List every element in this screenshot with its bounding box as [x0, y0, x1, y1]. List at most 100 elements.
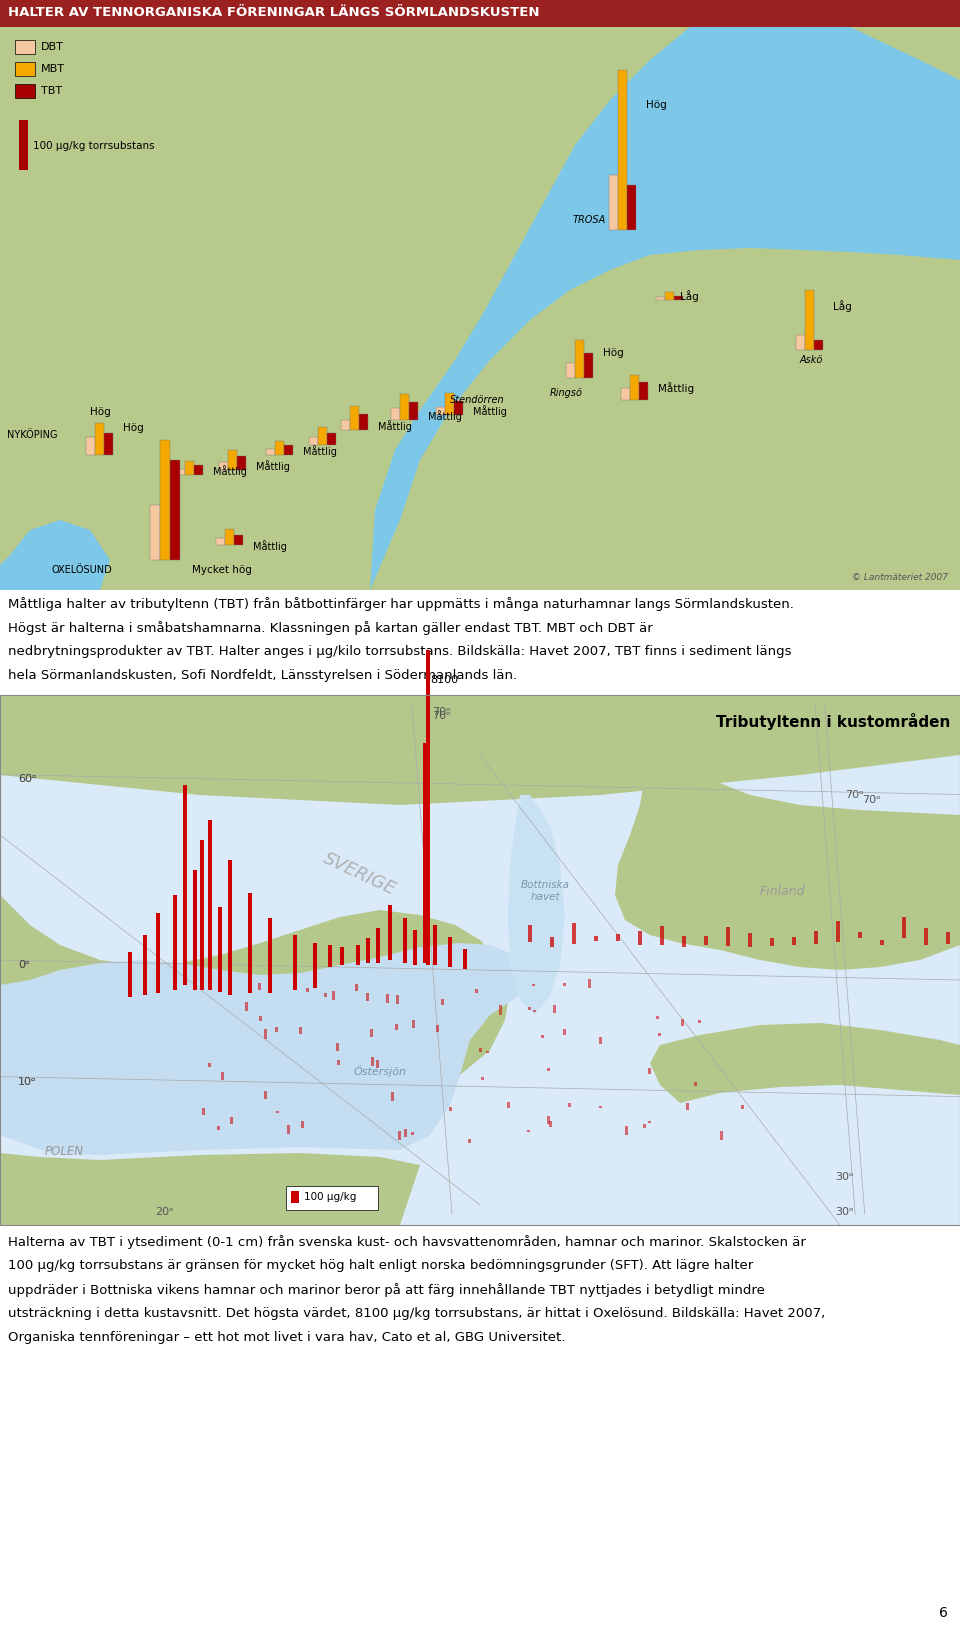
Bar: [276, 1027, 278, 1032]
Text: Hög: Hög: [90, 407, 110, 417]
Text: Finland: Finland: [760, 886, 805, 899]
Bar: [657, 1015, 660, 1019]
Bar: [674, 296, 683, 301]
Text: 30ᵒ: 30ᵒ: [835, 1208, 853, 1217]
Bar: [366, 992, 369, 1001]
Bar: [293, 935, 297, 991]
Bar: [575, 340, 584, 378]
Bar: [924, 928, 928, 945]
Bar: [433, 925, 437, 964]
Text: 10ᵒ: 10ᵒ: [18, 1076, 36, 1086]
Bar: [627, 186, 636, 230]
Bar: [423, 743, 427, 963]
Text: Måttlig: Måttlig: [213, 465, 247, 476]
Bar: [370, 1029, 372, 1037]
Text: 30ᵒ: 30ᵒ: [835, 1171, 853, 1181]
Bar: [266, 449, 275, 455]
Bar: [258, 983, 261, 991]
Bar: [306, 987, 309, 992]
Text: Ringsö: Ringsö: [550, 388, 583, 398]
Bar: [621, 388, 630, 399]
Text: Måttlig: Måttlig: [253, 541, 287, 552]
Bar: [313, 943, 317, 987]
Text: Hög: Hög: [123, 422, 144, 434]
Text: 0ᵒ: 0ᵒ: [18, 960, 30, 969]
Text: nedbrytningsprodukter av TBT. Halter anges i µg/kilo torrsubstans. Bildskälla: H: nedbrytningsprodukter av TBT. Halter ang…: [8, 646, 791, 657]
Bar: [128, 951, 132, 997]
Bar: [268, 918, 272, 992]
Bar: [228, 450, 237, 470]
Bar: [599, 1037, 602, 1043]
Text: 20ᵒ: 20ᵒ: [155, 1208, 174, 1217]
Bar: [814, 340, 823, 350]
Bar: [454, 401, 463, 416]
Bar: [200, 840, 204, 991]
Bar: [413, 930, 417, 964]
Bar: [156, 914, 160, 992]
Bar: [202, 1107, 204, 1116]
Bar: [468, 1139, 470, 1142]
Text: Stendörren: Stendörren: [450, 394, 505, 406]
Polygon shape: [750, 26, 960, 81]
Bar: [404, 1129, 407, 1137]
Bar: [0, 695, 960, 1226]
Bar: [681, 1019, 684, 1027]
Text: 60ᵒ: 60ᵒ: [18, 774, 36, 784]
Bar: [588, 979, 591, 989]
Bar: [805, 291, 814, 350]
Bar: [245, 1002, 248, 1010]
Bar: [218, 907, 222, 992]
Bar: [208, 820, 212, 991]
Bar: [625, 1125, 628, 1135]
Bar: [656, 297, 665, 301]
Bar: [386, 994, 389, 1004]
Bar: [207, 1063, 210, 1066]
Polygon shape: [508, 795, 565, 1015]
Bar: [541, 1035, 544, 1038]
Bar: [194, 465, 203, 475]
Text: 70ᵒ: 70ᵒ: [862, 795, 880, 805]
Text: Hög: Hög: [646, 100, 667, 110]
Text: Bottniska
havet: Bottniska havet: [520, 881, 569, 902]
Bar: [15, 84, 35, 99]
Text: Måttlig: Måttlig: [428, 411, 462, 422]
Bar: [507, 1102, 510, 1109]
Bar: [441, 999, 444, 1004]
Bar: [682, 937, 686, 946]
Text: Låg: Låg: [680, 291, 699, 302]
Bar: [528, 1007, 531, 1010]
Polygon shape: [0, 943, 540, 1155]
Text: Måttlig: Måttlig: [256, 460, 290, 472]
Bar: [411, 1132, 414, 1135]
Bar: [318, 427, 327, 445]
Bar: [0, 0, 960, 26]
Polygon shape: [0, 519, 110, 590]
Bar: [566, 363, 575, 378]
Bar: [412, 1020, 416, 1029]
Bar: [396, 994, 398, 1004]
Text: HALTER AV TENNORGANISKA FÖRENINGAR LÄNGS SÖRMLANDSKUSTEN: HALTER AV TENNORGANISKA FÖRENINGAR LÄNGS…: [8, 7, 540, 20]
Bar: [630, 375, 639, 399]
Text: Låg: Låg: [833, 301, 852, 312]
Bar: [15, 62, 35, 76]
Bar: [160, 440, 170, 560]
Text: Måttlig: Måttlig: [303, 445, 337, 457]
Text: 60ᵒ: 60ᵒ: [18, 774, 36, 784]
Bar: [86, 437, 95, 455]
Bar: [264, 1030, 268, 1038]
Bar: [445, 393, 454, 416]
Bar: [284, 445, 293, 455]
Bar: [946, 932, 950, 945]
Text: NYKÖPING: NYKÖPING: [7, 430, 58, 440]
Bar: [336, 1043, 339, 1050]
Text: OXELÖSUND: OXELÖSUND: [52, 565, 112, 575]
Bar: [796, 335, 805, 350]
Bar: [372, 1056, 374, 1066]
Bar: [658, 1033, 660, 1037]
Bar: [391, 1093, 394, 1101]
Polygon shape: [615, 756, 960, 969]
Text: TBT: TBT: [41, 85, 62, 95]
Text: Måttlig: Måttlig: [378, 421, 412, 432]
Bar: [221, 1073, 224, 1079]
Bar: [648, 1121, 652, 1122]
